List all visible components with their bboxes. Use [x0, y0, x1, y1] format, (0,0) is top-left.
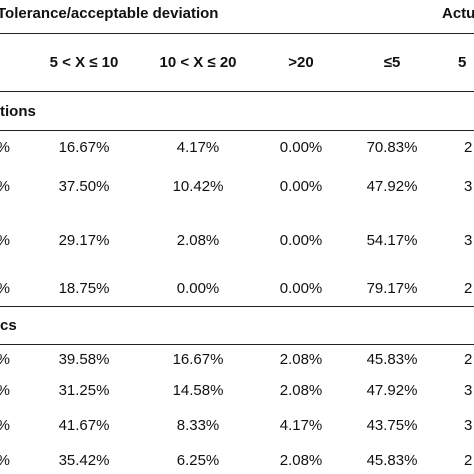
table-cell: %: [0, 418, 10, 433]
group-header-actual: Actu: [442, 5, 474, 22]
table-cell: 4.17%: [176, 139, 220, 156]
table-cell: 2.08%: [279, 452, 323, 469]
table-cell: 16.67%: [172, 351, 224, 368]
table-cell: 47.92%: [366, 178, 418, 195]
table-cell: 3: [464, 382, 473, 399]
table-cell: 2: [464, 452, 473, 469]
table-cell: 45.83%: [366, 351, 418, 368]
table-cell: 2.08%: [279, 382, 323, 399]
table-cell: 0.00%: [279, 139, 323, 156]
table-cell: 37.50%: [58, 178, 110, 195]
table-cell: 35.42%: [58, 452, 110, 469]
table-cell: 70.83%: [366, 139, 418, 156]
column-header: ≤5: [383, 54, 401, 71]
table-cell: 8.33%: [176, 417, 220, 434]
table-cell: 54.17%: [366, 232, 418, 249]
table-cell: 0.00%: [279, 178, 323, 195]
table-cell: 39.58%: [58, 351, 110, 368]
table-cell: 2: [464, 139, 473, 156]
table-cell: %: [0, 179, 10, 194]
section-label: cs: [0, 317, 17, 334]
table-cell: 2.08%: [176, 232, 220, 249]
table-cell: %: [0, 140, 10, 155]
columns-rule: [0, 91, 474, 92]
table-cell: 18.75%: [58, 280, 110, 297]
table-cell: 0.00%: [279, 232, 323, 249]
table-cell: 3: [464, 232, 473, 249]
group-header-tolerance: Tolerance/acceptable deviation: [0, 5, 219, 22]
header-rule: [0, 33, 474, 34]
table-cell: %: [0, 383, 10, 398]
column-header: >20: [288, 54, 314, 71]
table-cell: 6.25%: [176, 452, 220, 469]
column-header: 10 < X ≤ 20: [159, 54, 237, 71]
table-cell: 10.42%: [172, 178, 224, 195]
section-1-top-rule: [0, 130, 474, 131]
table-cell: 16.67%: [58, 139, 110, 156]
table-cell: %: [0, 453, 10, 468]
section-2-rule: [0, 306, 474, 307]
section-label: tions: [0, 103, 36, 120]
table-cell: 2.08%: [279, 351, 323, 368]
table-cell: 4.17%: [279, 417, 323, 434]
table-cell: 29.17%: [58, 232, 110, 249]
table-cell: 41.67%: [58, 417, 110, 434]
table-cell: 43.75%: [366, 417, 418, 434]
table-cell: %: [0, 352, 10, 367]
table-cell: 0.00%: [176, 280, 220, 297]
table-cell: 2: [464, 351, 473, 368]
table-cell: 31.25%: [58, 382, 110, 399]
table-cell: 45.83%: [366, 452, 418, 469]
table-cell: 3: [464, 178, 473, 195]
table-cell: 14.58%: [172, 382, 224, 399]
column-header: 5 < X ≤ 10: [49, 54, 119, 71]
table-cell: 3: [464, 417, 473, 434]
column-header: 5: [458, 54, 467, 71]
table-cell: %: [0, 281, 10, 296]
table-cell: 47.92%: [366, 382, 418, 399]
table-cell: 0.00%: [279, 280, 323, 297]
table-cell: %: [0, 233, 10, 248]
table-cell: 2: [464, 280, 473, 297]
section-2-bottom-rule: [0, 344, 474, 345]
table-cell: 79.17%: [366, 280, 418, 297]
